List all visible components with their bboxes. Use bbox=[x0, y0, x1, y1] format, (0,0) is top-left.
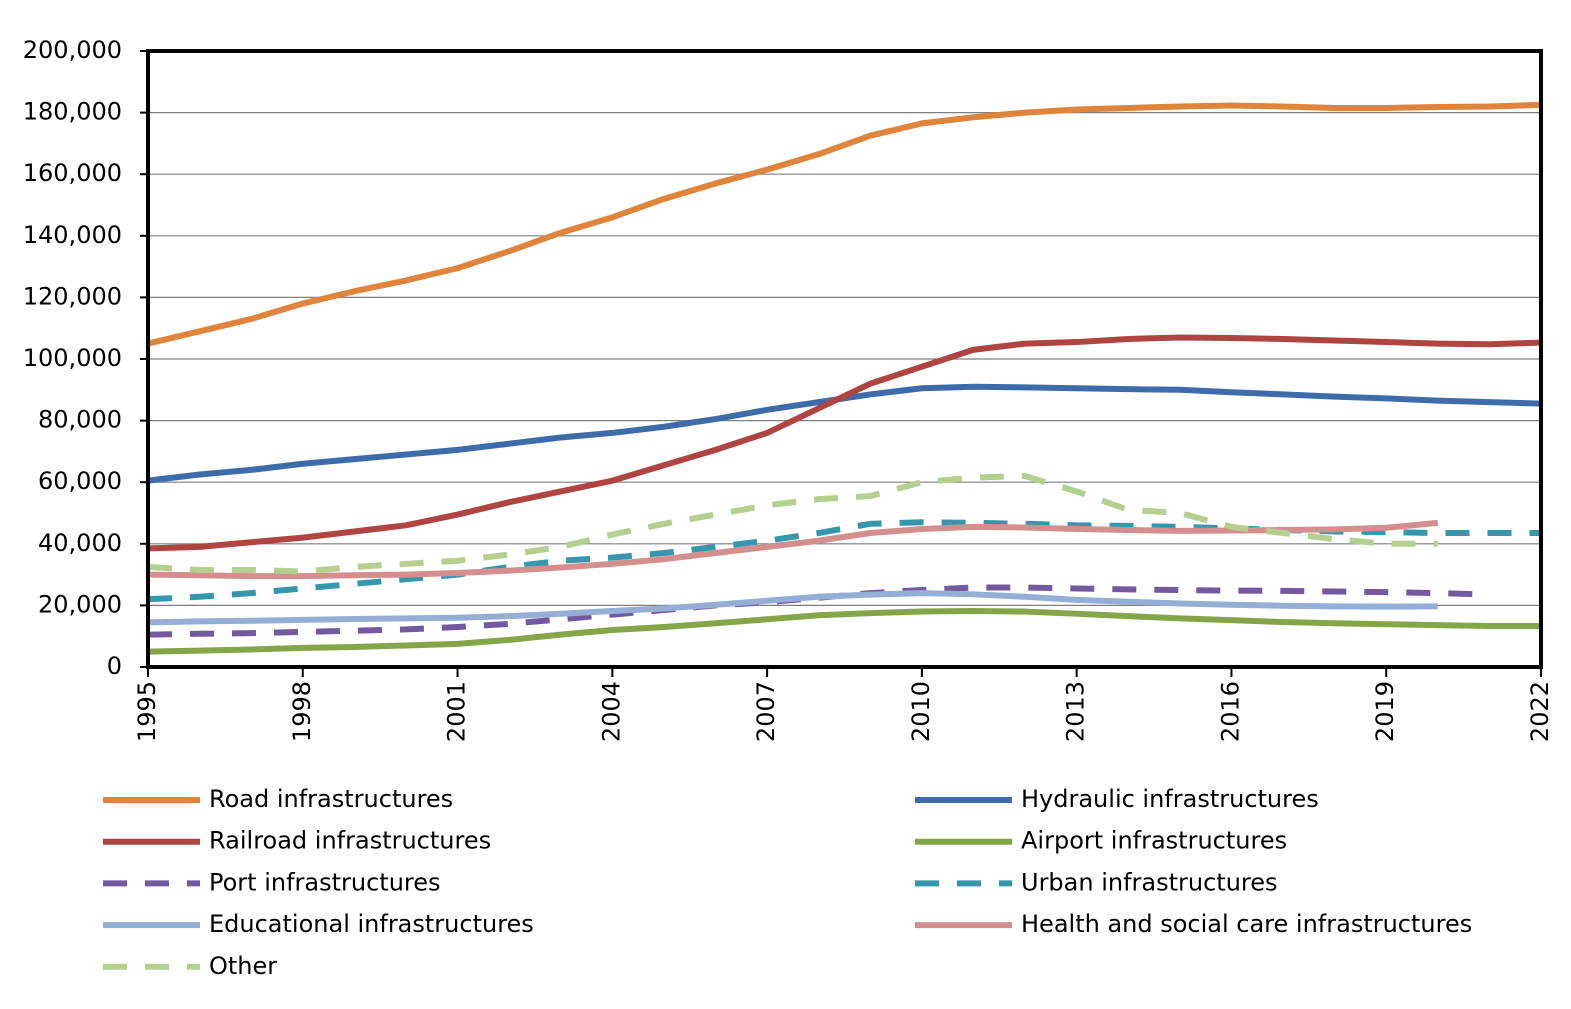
x-tick-label: 2013 bbox=[1062, 681, 1090, 742]
legend-label: Port infrastructures bbox=[209, 868, 441, 896]
legend-label: Airport infrastructures bbox=[1021, 827, 1287, 855]
y-tick-label: 20,000 bbox=[38, 590, 122, 618]
series-line bbox=[147, 519, 1541, 603]
series-line bbox=[147, 473, 1438, 575]
x-tick-label: 2022 bbox=[1526, 681, 1554, 742]
series-line bbox=[147, 590, 1438, 626]
y-tick-label: 160,000 bbox=[23, 159, 122, 187]
y-tick-label: 140,000 bbox=[23, 221, 122, 249]
series-line bbox=[147, 383, 1542, 484]
x-tick-label: 2019 bbox=[1371, 681, 1399, 742]
y-tick-label: 180,000 bbox=[23, 98, 122, 126]
x-tick-label: 2004 bbox=[597, 681, 625, 742]
y-tick-label: 60,000 bbox=[38, 467, 122, 495]
legend-label: Road infrastructures bbox=[209, 785, 453, 813]
legend-label: Hydraulic infrastructures bbox=[1021, 785, 1319, 813]
y-tick-label: 120,000 bbox=[23, 282, 122, 310]
series-line bbox=[147, 334, 1542, 552]
x-tick-label: 1995 bbox=[133, 681, 161, 742]
plot-border bbox=[146, 49, 1543, 669]
x-tick-label: 1998 bbox=[288, 681, 316, 742]
y-tick-label: 0 bbox=[107, 652, 122, 680]
series-line bbox=[147, 607, 1541, 655]
x-tick-label: 2001 bbox=[443, 681, 471, 742]
legend-label: Health and social care infrastructures bbox=[1021, 910, 1472, 938]
y-tick-label: 100,000 bbox=[23, 344, 122, 372]
y-tick-label: 40,000 bbox=[38, 529, 122, 557]
y-tick-label: 80,000 bbox=[38, 406, 122, 434]
x-tick-label: 2016 bbox=[1216, 681, 1244, 742]
series-line bbox=[147, 101, 1542, 347]
x-tick-label: 2010 bbox=[907, 681, 935, 742]
legend-label: Other bbox=[209, 952, 277, 980]
legend-label: Railroad infrastructures bbox=[209, 827, 491, 855]
y-tick-label: 200,000 bbox=[23, 36, 122, 64]
x-tick-label: 2007 bbox=[752, 681, 780, 742]
legend-label: Urban infrastructures bbox=[1021, 868, 1278, 896]
legend-label: Educational infrastructures bbox=[209, 910, 534, 938]
series-line bbox=[147, 519, 1439, 580]
